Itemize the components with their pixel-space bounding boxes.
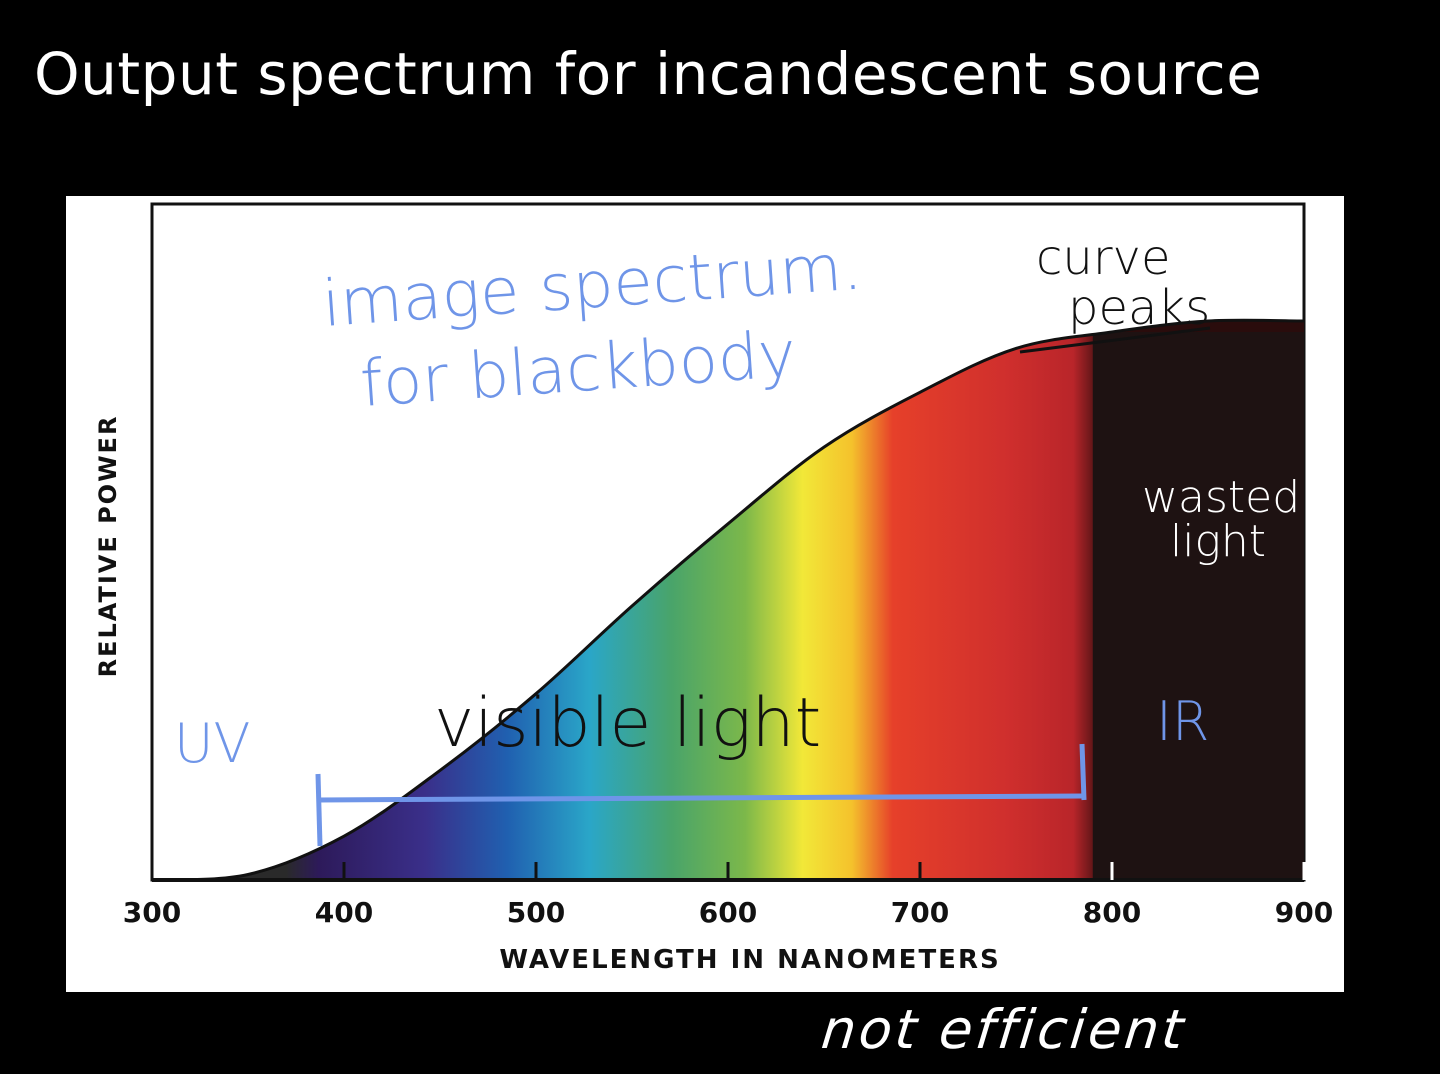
slide-title: Output spectrum for incandescent source xyxy=(34,40,1263,108)
x-tick-labels: 300 400 500 600 700 800 900 xyxy=(123,896,1333,929)
annotation-visible-light: visible light xyxy=(434,684,821,763)
x-tick-label-700: 700 xyxy=(891,896,949,929)
annotation-light: light xyxy=(1170,516,1266,567)
annotation-curve: curve xyxy=(1036,230,1170,286)
x-tick-label-500: 500 xyxy=(507,896,565,929)
visible-range-bracket xyxy=(315,743,1087,847)
x-tick-label-800: 800 xyxy=(1083,896,1141,929)
annotation-peaks: peaks xyxy=(1068,280,1210,336)
annotation-wasted: wasted xyxy=(1142,472,1300,523)
y-axis-label: RELATIVE POWER xyxy=(94,415,122,678)
figure-panel: 300 400 500 600 700 800 900 WAVELENGTH I… xyxy=(66,196,1344,992)
x-tick-label-900: 900 xyxy=(1275,896,1333,929)
annotation-uv: UV xyxy=(174,712,250,775)
x-tick-label-600: 600 xyxy=(699,896,757,929)
infrared-area xyxy=(1092,332,1304,880)
power-curve xyxy=(151,318,1305,882)
x-tick-label-300: 300 xyxy=(123,896,181,929)
spectrum-area xyxy=(152,320,1304,880)
peaks-underline xyxy=(1019,326,1211,354)
annotation-ir: IR xyxy=(1156,690,1209,753)
spectrum-chart: 300 400 500 600 700 800 900 WAVELENGTH I… xyxy=(94,202,1333,975)
x-axis-label: WAVELENGTH IN NANOMETERS xyxy=(499,945,1000,975)
x-tick-label-400: 400 xyxy=(315,896,373,929)
x-tick-marks xyxy=(150,862,1306,880)
bottom-note: not efficient xyxy=(818,998,1190,1061)
